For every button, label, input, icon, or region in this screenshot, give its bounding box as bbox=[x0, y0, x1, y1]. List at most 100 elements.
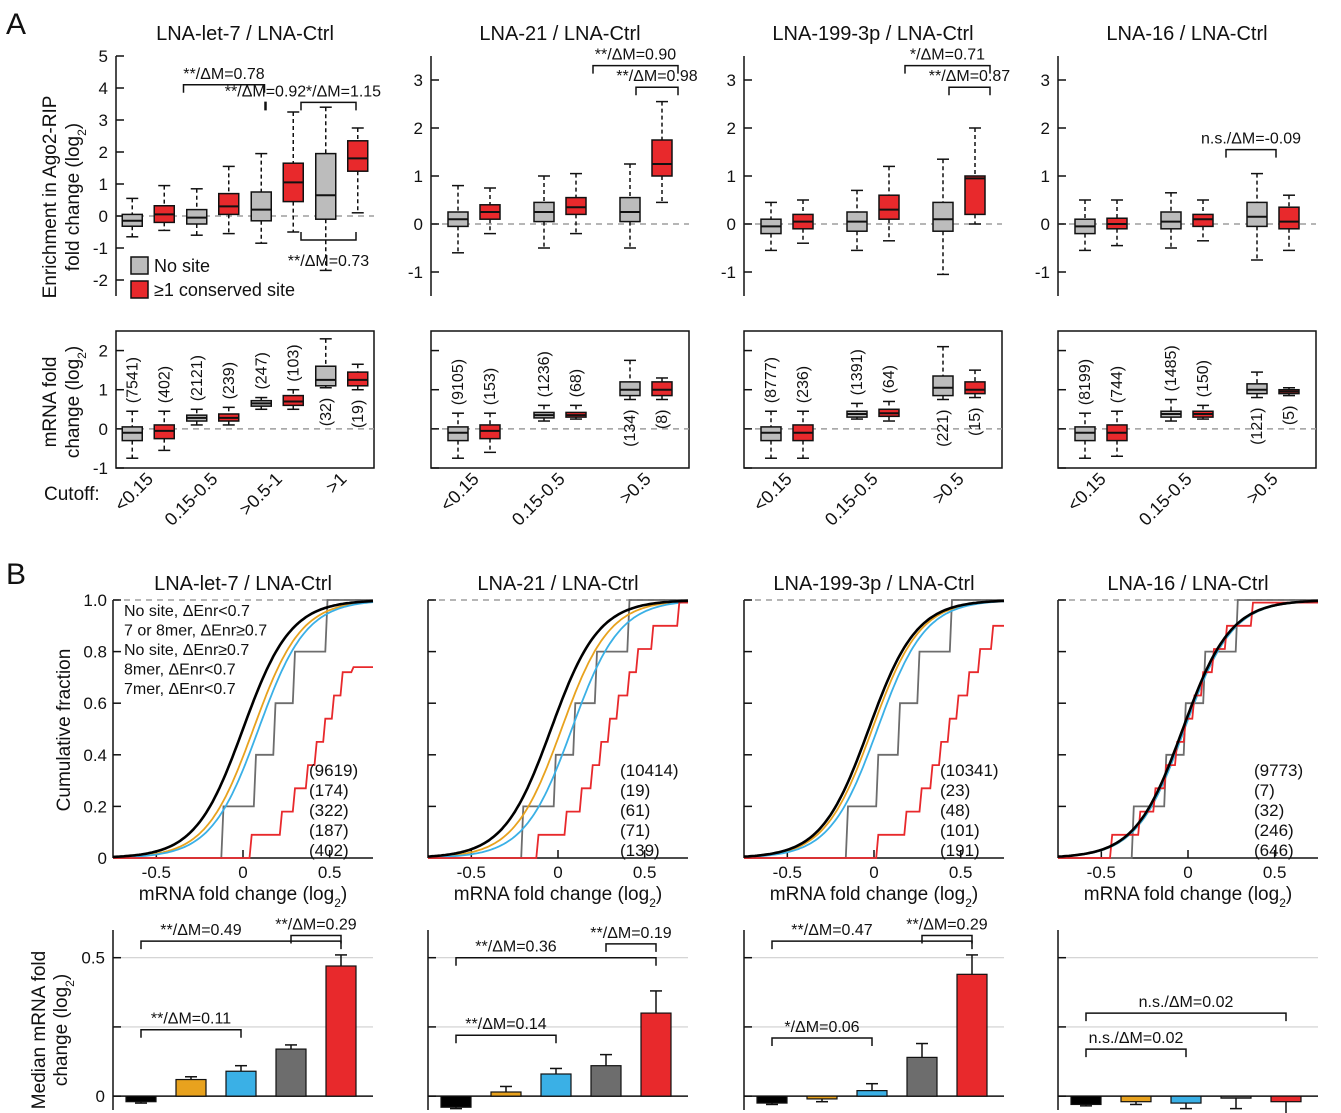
legend-label: 8mer, ΔEnr<0.7 bbox=[124, 662, 236, 679]
legend-label: 7mer, ΔEnr<0.7 bbox=[124, 681, 236, 698]
chart-title: LNA-21 / LNA-Ctrl bbox=[479, 23, 640, 45]
significance-label: */ΔM=0.06 bbox=[784, 1019, 859, 1036]
significance-label: **/ΔM=0.90 bbox=[595, 47, 677, 64]
ytick-label: 0 bbox=[98, 849, 107, 868]
x-axis-label: mRNA fold change (log2) bbox=[1084, 884, 1292, 910]
median-bar bbox=[1070, 1095, 1102, 1106]
category-label: <0.15 bbox=[436, 469, 482, 515]
xtick-label: -0.5 bbox=[773, 863, 802, 882]
significance-label: **/ΔM=0.11 bbox=[151, 1011, 231, 1028]
category-label: <0.15 bbox=[1063, 469, 1109, 515]
count-label: (134) bbox=[622, 410, 639, 447]
box-conserved bbox=[1106, 199, 1128, 247]
ytick-label: 0.5 bbox=[81, 949, 105, 968]
significance-bracket: **/ΔM=0.87 bbox=[929, 68, 1010, 96]
count-label: (23) bbox=[940, 781, 970, 800]
significance-bracket: **/ΔM=0.98 bbox=[616, 68, 698, 96]
xtick-label: 0.5 bbox=[318, 863, 342, 882]
box-body bbox=[315, 152, 337, 220]
significance-label: */ΔM=0.71 bbox=[910, 47, 985, 64]
count-label: (61) bbox=[620, 801, 650, 820]
cdf-series-2 bbox=[744, 624, 1004, 859]
legend-label: No site, ΔEnr≥0.7 bbox=[124, 642, 249, 659]
box-conserved bbox=[282, 111, 304, 233]
significance-bracket: n.s./ΔM=0.02 bbox=[1085, 1030, 1187, 1058]
box-conserved bbox=[651, 377, 673, 401]
box-conserved bbox=[282, 388, 304, 411]
bracket-line bbox=[300, 101, 357, 111]
bracket-line bbox=[290, 934, 342, 944]
ytick-label-top: -1 bbox=[93, 239, 108, 258]
box-nosite bbox=[533, 404, 555, 422]
significance-label: **/ΔM=0.92 bbox=[225, 83, 307, 100]
ylabel-bottom-line2: change (log2) bbox=[63, 346, 89, 458]
box-nosite bbox=[1074, 199, 1096, 252]
cdf-series-5 bbox=[428, 600, 689, 858]
median-bar-chart-1: 0 0.5 **/ΔM=0.49 **/ΔM=0.29 **/ΔM=0.11 bbox=[81, 917, 373, 1110]
box-body bbox=[964, 175, 986, 216]
box-body bbox=[218, 192, 240, 216]
ytick-label-top: 0 bbox=[414, 215, 423, 234]
count-label: (744) bbox=[1109, 366, 1126, 403]
cdf-chart-2: LNA-21 / LNA-Ctrl -0.5 0 0.5 mRNA fold chang… bbox=[427, 573, 689, 910]
ytick-label-top: 2 bbox=[99, 143, 108, 162]
count-label: (1236) bbox=[536, 351, 553, 397]
box-nosite bbox=[932, 345, 954, 401]
count-label: (19) bbox=[350, 400, 367, 428]
significance-bracket: **/ΔM=0.73 bbox=[288, 232, 369, 270]
legend-swatch bbox=[130, 280, 149, 299]
ylabel-top-line2: fold change (log2) bbox=[63, 123, 89, 271]
bracket-line bbox=[1085, 1048, 1187, 1058]
bracket-line bbox=[948, 86, 991, 96]
box-body bbox=[878, 194, 900, 220]
xtick-label: -0.5 bbox=[1087, 863, 1116, 882]
significance-bracket: */ΔM=0.06 bbox=[771, 1019, 873, 1046]
legend-label: ≥1 conserved site bbox=[154, 280, 295, 300]
ytick-label-top: -1 bbox=[1035, 263, 1050, 282]
median-bar bbox=[1170, 1095, 1202, 1104]
count-label: (150) bbox=[1195, 360, 1212, 397]
category-label: 0.15-0.5 bbox=[161, 469, 222, 530]
median-bar bbox=[225, 1070, 257, 1097]
category-label: <0.15 bbox=[111, 469, 157, 515]
category-label: >0.5 bbox=[1243, 469, 1282, 508]
count-label: (9105) bbox=[450, 359, 467, 405]
ytick-label-top: 2 bbox=[727, 119, 736, 138]
significance-label: **/ΔM=0.19 bbox=[590, 925, 672, 942]
median-bar bbox=[275, 1048, 307, 1097]
ytick-label: 0.8 bbox=[83, 643, 107, 662]
box-conserved bbox=[878, 400, 900, 422]
ytick-label-top: 3 bbox=[727, 71, 736, 90]
count-label: (2121) bbox=[189, 355, 206, 401]
box-conserved bbox=[1106, 410, 1128, 458]
significance-label: n.s./ΔM=0.02 bbox=[1089, 1030, 1184, 1047]
ylabel-top-line1: Enrichment in Ago2-RIP bbox=[40, 96, 61, 299]
count-label: (10341) bbox=[940, 761, 999, 780]
box-nosite bbox=[315, 106, 337, 272]
count-label: (8777) bbox=[763, 357, 780, 403]
median-ylabel-line1: Median mRNA fold bbox=[29, 951, 50, 1109]
box-chart-1: LNA-let-7 / LNA-Ctrl -2 -1 0 1 2 3 4 5 -1 0 1 2 (7541… bbox=[93, 23, 381, 530]
count-label: (9619) bbox=[309, 761, 358, 780]
xtick-label: 0 bbox=[869, 863, 878, 882]
box-conserved bbox=[153, 410, 175, 452]
significance-label: **/ΔM=0.78 bbox=[183, 66, 265, 83]
significance-bracket: **/ΔM=0.11 bbox=[140, 1011, 242, 1038]
median-bar bbox=[1270, 1095, 1302, 1103]
bracket-line bbox=[455, 956, 657, 966]
significance-label: **/ΔM=0.29 bbox=[906, 917, 988, 934]
significance-bracket: **/ΔM=0.36 bbox=[455, 939, 657, 966]
count-label: (101) bbox=[940, 821, 980, 840]
ytick-label-top: 0 bbox=[1041, 215, 1050, 234]
median-bar bbox=[806, 1095, 838, 1100]
bracket-line bbox=[264, 101, 267, 111]
ytick-label-top: 4 bbox=[99, 79, 108, 98]
bottom-frame bbox=[1057, 330, 1317, 469]
bracket-line bbox=[921, 934, 973, 944]
count-label: (247) bbox=[253, 352, 270, 389]
cdf-series-1 bbox=[112, 599, 374, 859]
count-label: (402) bbox=[156, 366, 173, 403]
xtick-label: 0.5 bbox=[633, 863, 657, 882]
bracket-line bbox=[140, 940, 342, 950]
